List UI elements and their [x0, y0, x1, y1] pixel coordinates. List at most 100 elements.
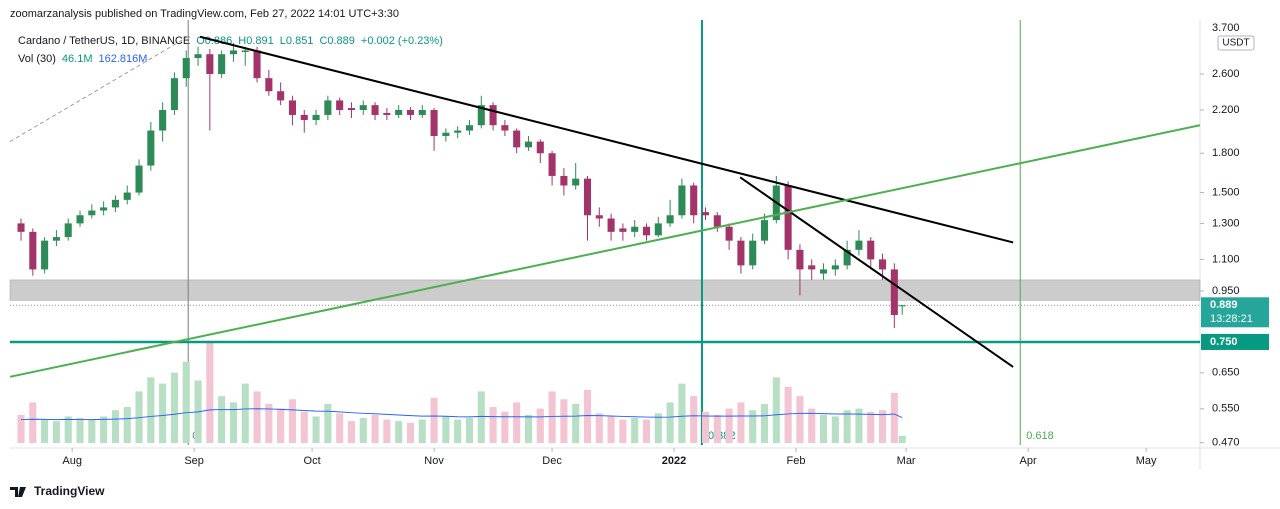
volume-bar [395, 421, 403, 443]
volume-bar [29, 402, 37, 443]
volume-bar [336, 413, 344, 443]
x-tick-label: Oct [304, 455, 321, 467]
candle-body [371, 105, 379, 115]
volume-bar [241, 383, 249, 443]
hline-box [1201, 333, 1269, 350]
volume-bar [218, 396, 226, 443]
volume-bar [867, 411, 875, 443]
candle-body [229, 50, 237, 55]
y-tick-label: 2.600 [1212, 68, 1240, 80]
volume-bar [324, 403, 332, 443]
candle-body [312, 114, 320, 121]
y-tick-label: 3.700 [1212, 22, 1240, 34]
volume-bar [418, 419, 426, 443]
volume-bar [123, 407, 131, 443]
candle-body [619, 228, 627, 232]
candle-body [524, 141, 533, 148]
candle-body [194, 54, 202, 59]
volume-bar [536, 408, 544, 443]
candle-body [347, 108, 356, 110]
volume-bar [819, 414, 828, 443]
candle-body [17, 223, 25, 232]
x-tick-label: 2022 [662, 455, 686, 467]
legend-item: +0.002 (+0.23%) [361, 35, 443, 47]
legend-item: L0.851 [280, 35, 314, 47]
legend-item: Cardano / TetherUS, 1D, BINANCE [18, 35, 190, 47]
logo [10, 487, 26, 497]
candle-body [796, 249, 804, 270]
y-tick-label: 0.550 [1212, 403, 1240, 415]
volume-bar [654, 413, 662, 443]
fib-level-label: 0.618 [1026, 430, 1054, 442]
candle-body [878, 259, 887, 270]
candle-body [253, 50, 261, 79]
y-tick-label: 0.650 [1212, 367, 1240, 379]
volume-bar [678, 383, 686, 443]
volume-bar [737, 402, 745, 443]
candle-body [760, 220, 769, 241]
candle-body [808, 265, 816, 270]
volume-bar [572, 403, 580, 443]
volume-bar [749, 410, 757, 443]
volume-bar [784, 386, 792, 443]
candle-body [395, 109, 403, 115]
volume-bar [371, 414, 379, 443]
volume-bar [454, 419, 462, 443]
volume-bar [713, 414, 721, 443]
candle-body [430, 109, 438, 136]
y-tick-label: 1.100 [1212, 253, 1240, 265]
candle-body [288, 100, 296, 115]
volume-bar [560, 399, 568, 443]
volume-bar [288, 399, 296, 443]
volume-bar [17, 414, 25, 443]
candle-body [666, 215, 674, 224]
volume-bar [489, 407, 497, 443]
y-tick-label: 1.300 [1212, 217, 1240, 229]
candle-body [76, 215, 84, 224]
volume-bar [772, 377, 780, 443]
candle-body [277, 91, 285, 101]
x-tick-label: Aug [62, 455, 82, 467]
volume-bar [111, 410, 119, 443]
candle-body [898, 305, 906, 307]
volume-bar [253, 391, 261, 443]
candle-body [406, 109, 415, 115]
candle-body [572, 178, 580, 186]
last-price-box [1201, 297, 1269, 328]
candle-body [29, 231, 37, 270]
candle-body [477, 105, 485, 126]
volume-bar [430, 397, 438, 443]
legend-item: C0.889 [319, 35, 354, 47]
candle-body [489, 105, 497, 126]
candle-body [100, 207, 108, 211]
volume-bar [170, 372, 178, 443]
y-tick-label: 1.800 [1212, 147, 1240, 159]
volume-bar [513, 402, 521, 443]
volume-bar [182, 361, 190, 443]
candle-body [324, 100, 332, 115]
candle-body [336, 100, 344, 110]
volume-bar [265, 403, 273, 443]
volume-bar [890, 393, 898, 443]
candle-body [631, 226, 639, 232]
volume-bar [548, 391, 556, 443]
trend-line [199, 35, 1014, 244]
candle-body [607, 218, 615, 232]
candle-body [595, 215, 603, 219]
currency-box [1217, 35, 1255, 51]
candle-body [64, 223, 72, 238]
trend-line [9, 124, 1201, 378]
candle-body [548, 153, 556, 176]
volume-bar [595, 413, 603, 443]
candle-body [713, 215, 721, 227]
candle-body [300, 114, 308, 121]
published: zoomarzanalysis published on TradingView… [10, 8, 399, 20]
currency: USDT [1222, 38, 1249, 49]
candle-body [642, 226, 651, 236]
candle-body [218, 54, 226, 74]
volume-bar [442, 416, 450, 443]
candle-body [536, 141, 544, 154]
candle-body [701, 212, 710, 216]
candle-body [265, 78, 273, 92]
